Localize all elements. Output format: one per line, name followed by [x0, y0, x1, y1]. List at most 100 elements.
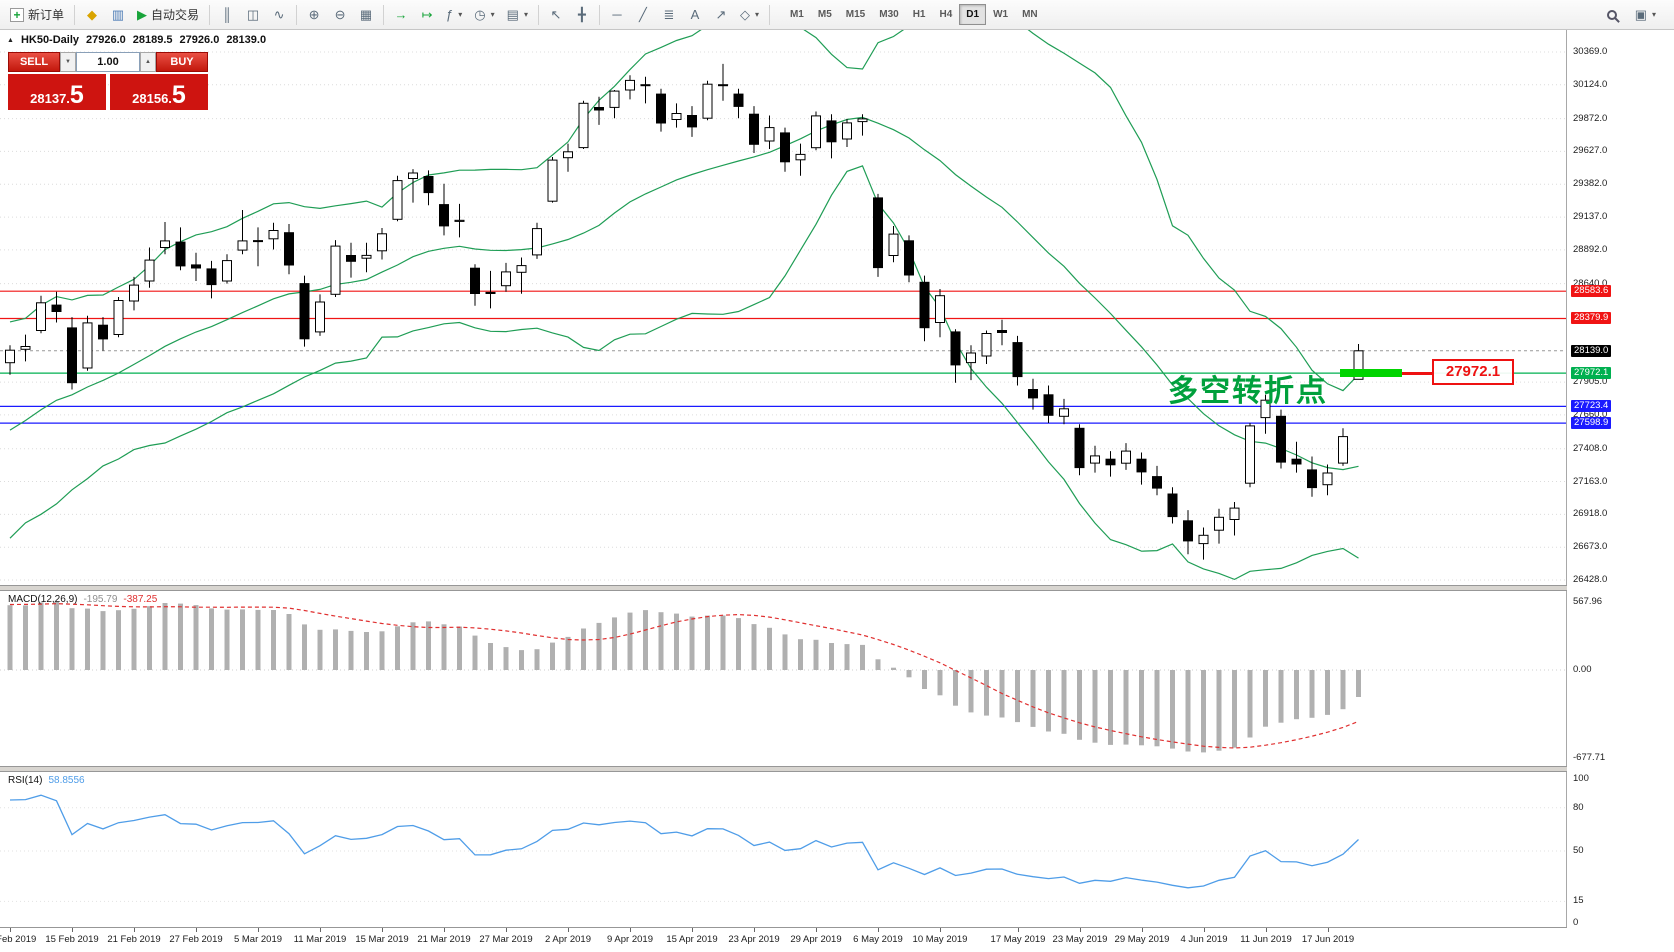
periods-button[interactable]: ◷ ▾ — [469, 3, 499, 27]
candlesticks — [5, 63, 1364, 560]
volume-down-button[interactable]: ▼ — [60, 52, 76, 72]
timeframe-button-m15[interactable]: M15 — [839, 4, 872, 25]
metaeditor-button[interactable]: ◆ — [80, 3, 104, 27]
rsi-axis-label: 80 — [1573, 802, 1584, 813]
timeframe-button-mn[interactable]: MN — [1015, 4, 1045, 25]
search-button[interactable] — [1600, 3, 1624, 27]
arrows-tool-icon: ↗ — [715, 7, 727, 22]
rsi-axis-label: 15 — [1573, 895, 1584, 906]
periods-clock-icon: ◷ — [474, 7, 486, 22]
rsi-pane[interactable] — [0, 771, 1566, 927]
volume-up-button[interactable]: ▲ — [140, 52, 156, 72]
buy-button[interactable]: BUY — [156, 52, 208, 72]
price-axis-label: 28892.0 — [1573, 244, 1608, 255]
toolbar: + 新订单 ◆ ▥ ▶ 自动交易 ║ ◫ ∿ ⊕ ⊖ ▦ → ↦ ƒ ▾ ◷ ▾ ▤… — [0, 0, 1674, 30]
autotrading-button[interactable]: ▶ 自动交易 — [132, 3, 204, 27]
time-axis-tick — [134, 928, 135, 932]
price-axis-label: 28640.0 — [1573, 278, 1608, 289]
time-axis-label: 21 Feb 2019 — [107, 934, 161, 945]
time-axis-label: 27 Mar 2019 — [479, 934, 533, 945]
rsi-title: RSI(14) — [8, 775, 43, 786]
text-tool-button[interactable]: A — [683, 3, 707, 27]
time-axis[interactable]: 11 Feb 2019 15 Feb 2019 21 Feb 2019 27 Feb … — [0, 928, 1674, 952]
main-chart-pane[interactable] — [0, 2, 1566, 585]
macd-pane[interactable] — [0, 590, 1566, 766]
time-axis-tick — [816, 928, 817, 932]
zoom-in-button[interactable]: ⊕ — [302, 3, 326, 27]
timeframe-button-d1[interactable]: D1 — [959, 4, 987, 25]
time-axis-label: 11 Jun 2019 — [1240, 934, 1292, 945]
horizontal-level-lines[interactable] — [0, 290, 1566, 424]
tile-windows-button[interactable]: ▦ — [354, 3, 378, 27]
bar-chart-button[interactable]: ║ — [215, 3, 239, 27]
terminal-button[interactable]: ▥ — [106, 3, 130, 27]
window-menu-icon: ▣ — [1634, 7, 1647, 22]
price-axis-label: 26428.0 — [1573, 574, 1608, 585]
indicators-button[interactable]: ƒ ▾ — [441, 3, 467, 27]
chart-shift-button[interactable]: ↦ — [415, 3, 439, 27]
main-chart-canvas[interactable] — [0, 2, 1566, 585]
price-axis-label: 29872.0 — [1573, 113, 1608, 124]
timeframe-button-m30[interactable]: M30 — [872, 4, 905, 25]
toolbar-separator — [209, 4, 211, 25]
time-axis-tick — [506, 928, 507, 932]
high-value: 28189.5 — [132, 34, 173, 46]
templates-button[interactable]: ▤ ▾ — [502, 3, 533, 27]
toolbar-separator — [383, 4, 385, 25]
time-axis-tick — [1328, 928, 1329, 932]
time-axis-label: 15 Mar 2019 — [355, 934, 409, 945]
buy-price-display[interactable]: 28156. 5 — [110, 74, 208, 110]
text-tool-icon: A — [690, 7, 700, 22]
sell-button[interactable]: SELL — [8, 52, 60, 72]
horizontal-line-button[interactable]: ─ — [605, 3, 629, 27]
time-axis-label: 5 Mar 2019 — [233, 934, 283, 945]
rsi-line — [9, 794, 1359, 889]
new-order-button[interactable]: + 新订单 — [5, 3, 69, 27]
timeframe-button-m5[interactable]: M5 — [811, 4, 839, 25]
level-connector-line — [1402, 372, 1432, 375]
candlestick-chart-button[interactable]: ◫ — [241, 3, 265, 27]
macd-canvas[interactable] — [0, 590, 1566, 766]
line-chart-icon: ∿ — [273, 7, 285, 22]
price-axis-label: 27163.0 — [1573, 476, 1608, 487]
window-menu-button[interactable]: ▣ ▾ — [1630, 3, 1661, 27]
cursor-button[interactable]: ↖ — [544, 3, 568, 27]
line-chart-button[interactable]: ∿ — [267, 3, 291, 27]
rsi-value: 58.8556 — [48, 775, 85, 786]
timeframe-button-h1[interactable]: H1 — [906, 4, 933, 25]
symbol-period-label: HK50-Daily — [20, 34, 80, 46]
fibonacci-icon: ≣ — [663, 7, 675, 22]
time-axis-label: 27 Feb 2019 — [169, 934, 223, 945]
rsi-canvas[interactable] — [0, 771, 1566, 927]
one-click-trading-panel: SELL ▼ 1.00 ▲ BUY 28137. 5 28156. 5 — [8, 52, 208, 110]
fibonacci-button[interactable]: ≣ — [657, 3, 681, 27]
timeframe-button-h4[interactable]: H4 — [932, 4, 959, 25]
crosshair-button[interactable]: ╋ — [570, 3, 594, 27]
shapes-icon: ◇ — [739, 7, 750, 22]
timeframe-button-m1[interactable]: M1 — [783, 4, 811, 25]
level-highlight-bar — [1340, 369, 1402, 377]
shapes-button[interactable]: ◇ ▾ — [735, 3, 764, 27]
price-axis[interactable]: 30369.0 30124.0 29872.0 29627.0 29382.0 29137… — [1567, 0, 1674, 952]
pane-divider[interactable] — [0, 585, 1674, 591]
new-order-label: 新订单 — [28, 8, 65, 22]
price-level-badge: 28379.9 — [1571, 312, 1612, 324]
autoscroll-button[interactable]: → — [389, 3, 413, 27]
rsi-axis-label: 0 — [1573, 917, 1579, 928]
sell-price-display[interactable]: 28137. 5 — [8, 74, 106, 110]
timeframe-button-w1[interactable]: W1 — [986, 4, 1015, 25]
time-axis-tick — [1204, 928, 1205, 932]
bar-chart-icon: ║ — [222, 7, 232, 22]
trendline-button[interactable]: ╱ — [631, 3, 655, 27]
zoom-out-button[interactable]: ⊖ — [328, 3, 352, 27]
arrows-tool-button[interactable]: ↗ — [709, 3, 733, 27]
price-level-badge: 28583.6 — [1571, 285, 1612, 297]
pane-divider[interactable] — [0, 766, 1674, 772]
price-level-badge: 28139.0 — [1571, 345, 1612, 357]
time-axis-label: 17 May 2019 — [990, 934, 1046, 945]
volume-input[interactable]: 1.00 — [76, 52, 140, 72]
macd-signal-value: -387.25 — [123, 594, 158, 605]
time-axis-tick — [1266, 928, 1267, 932]
time-axis-label: 10 May 2019 — [912, 934, 968, 945]
low-value: 27926.0 — [179, 34, 220, 46]
